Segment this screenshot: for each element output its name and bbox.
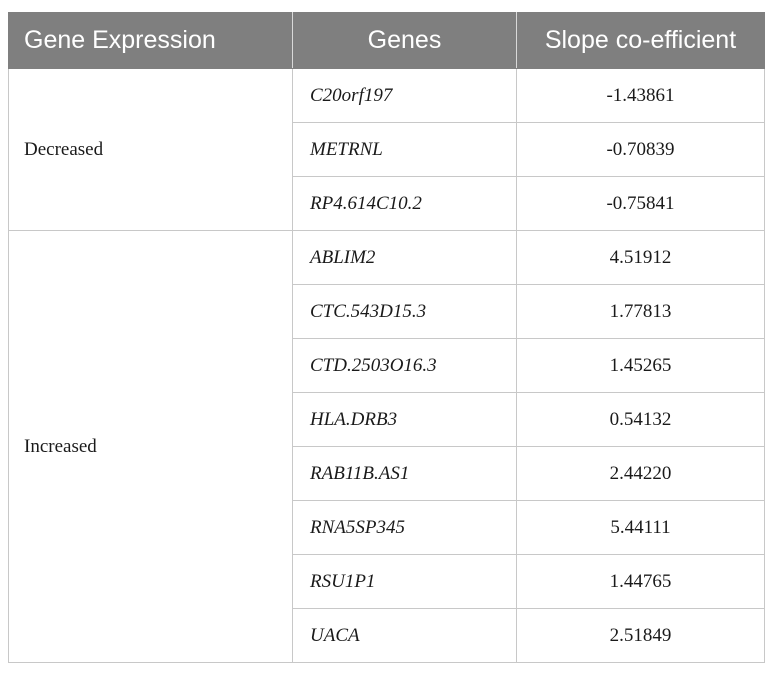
table-body: Decreased C20orf197 -1.43861 METRNL -0.7… [8, 68, 765, 663]
gene-cell: ABLIM2 [292, 230, 517, 285]
table-row: Increased ABLIM2 4.51912 [8, 230, 765, 663]
group-label-increased: Increased [8, 230, 293, 663]
header-genes: Genes [292, 12, 517, 69]
group-label-decreased: Decreased [8, 68, 293, 231]
table-row: METRNL -0.70839 [9, 122, 765, 177]
gene-cell: C20orf197 [292, 68, 517, 123]
table-row: RSU1P1 1.44765 [9, 554, 765, 609]
gene-cell: RP4.614C10.2 [292, 176, 517, 231]
slope-cell: 2.51849 [516, 608, 765, 663]
slope-cell: 1.45265 [516, 338, 765, 393]
table-row: RNA5SP345 5.44111 [9, 500, 765, 555]
header-row: Gene Expression Genes Slope co-efficient [8, 12, 765, 69]
slope-cell: 0.54132 [516, 392, 765, 447]
gene-cell: RSU1P1 [292, 554, 517, 609]
table-row: RP4.614C10.2 -0.75841 [9, 176, 765, 231]
gene-cell: HLA.DRB3 [292, 392, 517, 447]
header-slope-coefficient: Slope co-efficient [516, 12, 765, 69]
table-row: RAB11B.AS1 2.44220 [9, 446, 765, 501]
slope-cell: -0.70839 [516, 122, 765, 177]
slope-cell: 2.44220 [516, 446, 765, 501]
slope-cell: -0.75841 [516, 176, 765, 231]
gene-expression-table: Gene Expression Genes Slope co-efficient… [8, 12, 765, 663]
slope-cell: 1.44765 [516, 554, 765, 609]
table-row: UACA 2.51849 [9, 608, 765, 663]
table-row: CTC.543D15.3 1.77813 [9, 284, 765, 339]
table-row: Decreased C20orf197 -1.43861 [8, 68, 765, 231]
gene-cell: CTC.543D15.3 [292, 284, 517, 339]
header-gene-expression: Gene Expression [8, 12, 293, 69]
slope-cell: 1.77813 [516, 284, 765, 339]
slope-cell: -1.43861 [516, 68, 765, 123]
table-row: HLA.DRB3 0.54132 [9, 392, 765, 447]
gene-cell: METRNL [292, 122, 517, 177]
gene-cell: UACA [292, 608, 517, 663]
table-row: CTD.2503O16.3 1.45265 [9, 338, 765, 393]
gene-cell: RNA5SP345 [292, 500, 517, 555]
gene-cell: RAB11B.AS1 [292, 446, 517, 501]
slope-cell: 4.51912 [516, 230, 765, 285]
table-header: Gene Expression Genes Slope co-efficient [8, 12, 765, 69]
gene-cell: CTD.2503O16.3 [292, 338, 517, 393]
slope-cell: 5.44111 [516, 500, 765, 555]
